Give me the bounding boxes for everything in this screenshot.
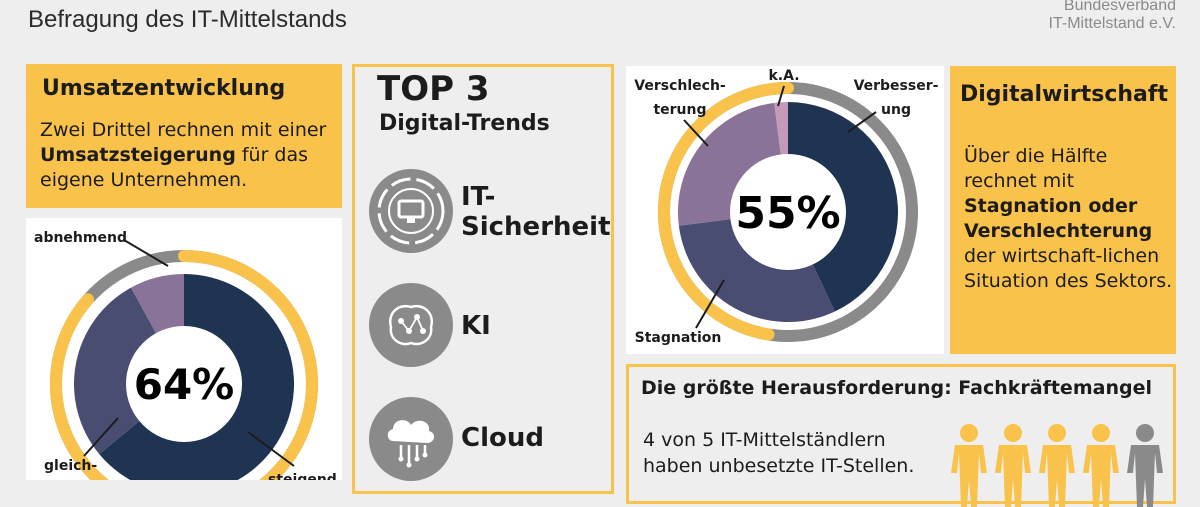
trends-title: TOP 3	[377, 69, 490, 109]
umsatz-leader-gleich	[83, 417, 119, 457]
digital-leader-verbesserung	[847, 111, 877, 133]
cloud-circuit-icon	[369, 397, 453, 481]
digital-label-verbesserung-2: ung	[881, 102, 911, 118]
digital-leader-stagnation	[695, 279, 725, 329]
digitalwirtschaft-text: Über die Hälfte rechnet mit Stagnation o…	[964, 144, 1174, 294]
org-name-line1: Bundesverband	[1063, 0, 1176, 14]
umsatz-title: Umsatzentwicklung	[42, 76, 286, 101]
umsatz-box: Umsatzentwicklung Zwei Drittel rechnen m…	[26, 64, 342, 208]
person-icon-highlighted	[951, 424, 987, 507]
digital-label-verbesserung-1: Verbesser-	[854, 78, 939, 94]
digital-highlight-ring	[658, 82, 794, 341]
umsatz-text: Zwei Drittel rechnen mit einer Umsatzste…	[40, 118, 330, 193]
umsatz-label-gleich: gleich-	[44, 458, 97, 474]
trend-label-cloud: Cloud	[461, 423, 544, 453]
trend-label-ki: KI	[461, 311, 491, 341]
trend-label-it-security-line1: IT-	[461, 182, 496, 212]
digital-text-bold: Stagnation oder Verschlechterung	[964, 195, 1153, 242]
umsatz-donut-chart: 64% abnehmend gleich-steigend	[34, 230, 337, 480]
digital-donut-panel: 55% Verbesser-ung Verschlech-terung k.A. Sta…	[626, 66, 944, 354]
umsatz-text-a: Zwei Drittel rechnen mit einer	[40, 119, 327, 141]
subtitle: Befragung des IT-Mittelstands	[28, 6, 347, 33]
digital-label-stagnation: Stagnation	[635, 330, 722, 346]
umsatz-hole	[126, 326, 242, 442]
umsatz-leader-steigend	[247, 431, 295, 467]
digital-hole	[730, 154, 846, 270]
digital-label-verschlechterung-2: terung	[653, 102, 706, 118]
person-icon-highlighted	[995, 424, 1031, 507]
org-name-line2: IT-Mittelstand e.V.	[1048, 15, 1176, 32]
trends-subtitle: Digital-Trends	[379, 111, 550, 136]
digital-label-ka: k.A.	[768, 68, 799, 84]
trends-box: TOP 3 Digital-Trends IT- Sicherheit KI C…	[352, 64, 614, 494]
fachkraefte-text: 4 von 5 IT-Mittelständlern haben unbeset…	[643, 429, 915, 477]
trend-label-it-security: IT- Sicherheit	[461, 182, 611, 242]
digitalwirtschaft-box: Digitalwirtschaft Über die Hälfte rechne…	[950, 66, 1176, 354]
person-icon-highlighted	[1039, 424, 1075, 507]
umsatz-donut-panel: 64% abnehmend gleich-steigend	[26, 218, 342, 480]
monitor-shield-icon	[369, 169, 453, 253]
umsatz-leader-abnehmend	[123, 239, 169, 267]
brain-circuit-icon	[369, 283, 453, 367]
umsatz-label-abnehmend: abnehmend	[34, 230, 127, 246]
digital-donut-chart: 55% Verbesser-ung Verschlech-terung k.A. Sta…	[634, 68, 939, 346]
digital-text-a: Über die Hälfte rechnet mit	[964, 145, 1108, 192]
fachkraefte-title: Die größte Herausforderung: Fachkräftema…	[641, 377, 1152, 399]
umsatz-center-value: 64%	[134, 360, 235, 409]
umsatz-text-b: für das eigene Unternehmen.	[40, 144, 309, 191]
digital-leader-ka	[777, 85, 785, 107]
umsatz-highlight-ring	[50, 250, 318, 480]
digital-center-value: 55%	[735, 188, 840, 239]
digital-text-b: der wirtschaft-lichen Situation des Sekt…	[964, 245, 1173, 292]
umsatz-label-steigend: steigend	[268, 472, 337, 480]
person-icon-highlighted	[1083, 424, 1119, 507]
fachkraefte-box: Die größte Herausforderung: Fachkräftema…	[626, 364, 1176, 507]
trend-label-it-security-line2: Sicherheit	[461, 212, 611, 242]
digital-leader-verschlechterung	[683, 119, 709, 147]
digitalwirtschaft-title: Digitalwirtschaft	[960, 82, 1168, 107]
person-icon	[1127, 424, 1163, 507]
umsatz-text-bold: Umsatzsteigerung	[40, 144, 236, 166]
people-icons	[951, 424, 1163, 507]
digital-label-verschlechterung-1: Verschlech-	[634, 78, 726, 94]
